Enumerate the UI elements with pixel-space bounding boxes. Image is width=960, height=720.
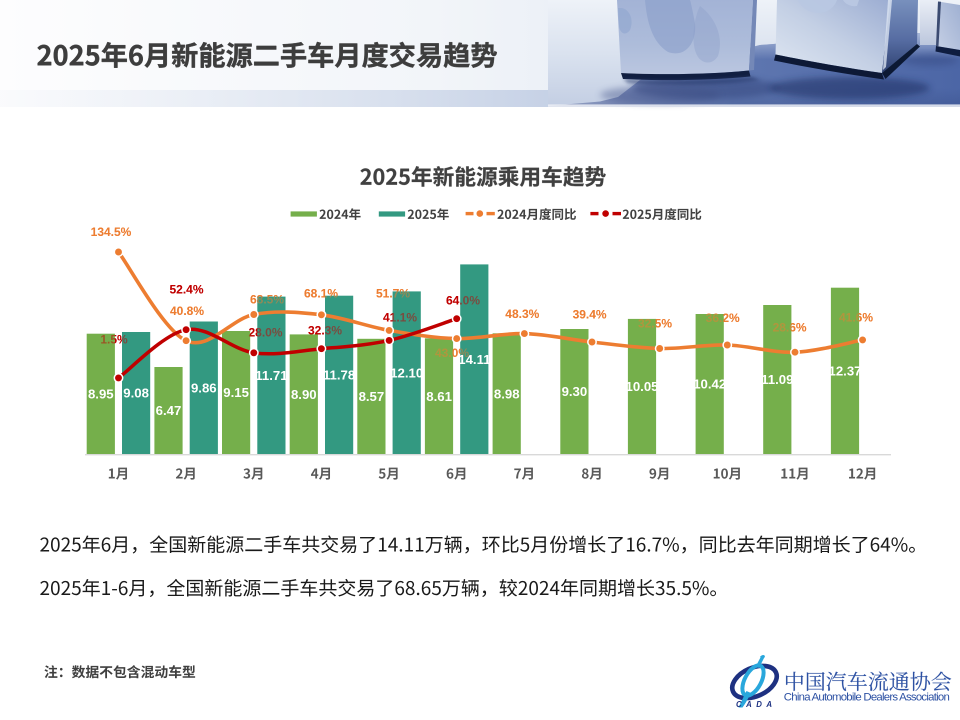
- svg-text:9.86: 9.86: [191, 380, 217, 395]
- svg-text:CADA: CADA: [736, 700, 772, 709]
- svg-text:48.3%: 48.3%: [505, 307, 539, 321]
- svg-text:8.90: 8.90: [291, 387, 317, 402]
- svg-text:9.15: 9.15: [223, 385, 249, 400]
- svg-text:64.0%: 64.0%: [446, 293, 480, 307]
- svg-text:52.4%: 52.4%: [169, 282, 203, 296]
- svg-text:9.08: 9.08: [123, 386, 149, 401]
- svg-text:China Automobile Dealers Assoc: China Automobile Dealers Association: [784, 692, 950, 704]
- svg-text:8.98: 8.98: [494, 386, 520, 401]
- svg-text:48.3%: 48.3%: [505, 307, 539, 321]
- svg-text:39.4%: 39.4%: [573, 308, 607, 322]
- svg-text:8.95: 8.95: [88, 387, 114, 402]
- svg-text:32.5%: 32.5%: [638, 317, 672, 331]
- svg-text:11.78: 11.78: [323, 368, 355, 383]
- svg-text:1.5%: 1.5%: [100, 332, 128, 346]
- svg-text:51.7%: 51.7%: [376, 287, 410, 301]
- svg-text:11.71: 11.71: [255, 368, 287, 383]
- svg-text:28.6%: 28.6%: [773, 321, 807, 335]
- svg-text:68.1%: 68.1%: [304, 287, 338, 301]
- svg-text:68.5%: 68.5%: [250, 292, 284, 306]
- svg-text:134.5%: 134.5%: [91, 225, 132, 239]
- svg-text:10.42: 10.42: [693, 377, 726, 392]
- svg-text:40.8%: 40.8%: [170, 304, 204, 318]
- svg-text:28.0%: 28.0%: [248, 326, 282, 340]
- svg-text:43.0%: 43.0%: [435, 346, 469, 360]
- svg-text:14.11: 14.11: [458, 352, 490, 367]
- svg-text:8.61: 8.61: [426, 389, 452, 404]
- svg-text:9.30: 9.30: [562, 384, 588, 399]
- svg-text:10.05: 10.05: [625, 379, 658, 394]
- svg-text:41.6%: 41.6%: [839, 310, 873, 324]
- svg-text:12.37: 12.37: [828, 364, 861, 379]
- svg-text:52.4%: 52.4%: [169, 282, 203, 296]
- svg-text:36.2%: 36.2%: [706, 311, 740, 325]
- svg-text:134.5%: 134.5%: [91, 225, 132, 239]
- svg-text:6.47: 6.47: [156, 403, 182, 418]
- svg-text:40.8%: 40.8%: [170, 304, 204, 318]
- svg-text:12.10: 12.10: [390, 365, 423, 380]
- svg-text:8.57: 8.57: [359, 389, 385, 404]
- svg-text:11.09: 11.09: [761, 372, 793, 387]
- svg-text:32.3%: 32.3%: [308, 323, 342, 337]
- svg-text:39.4%: 39.4%: [573, 308, 607, 322]
- svg-text:41.1%: 41.1%: [383, 310, 417, 324]
